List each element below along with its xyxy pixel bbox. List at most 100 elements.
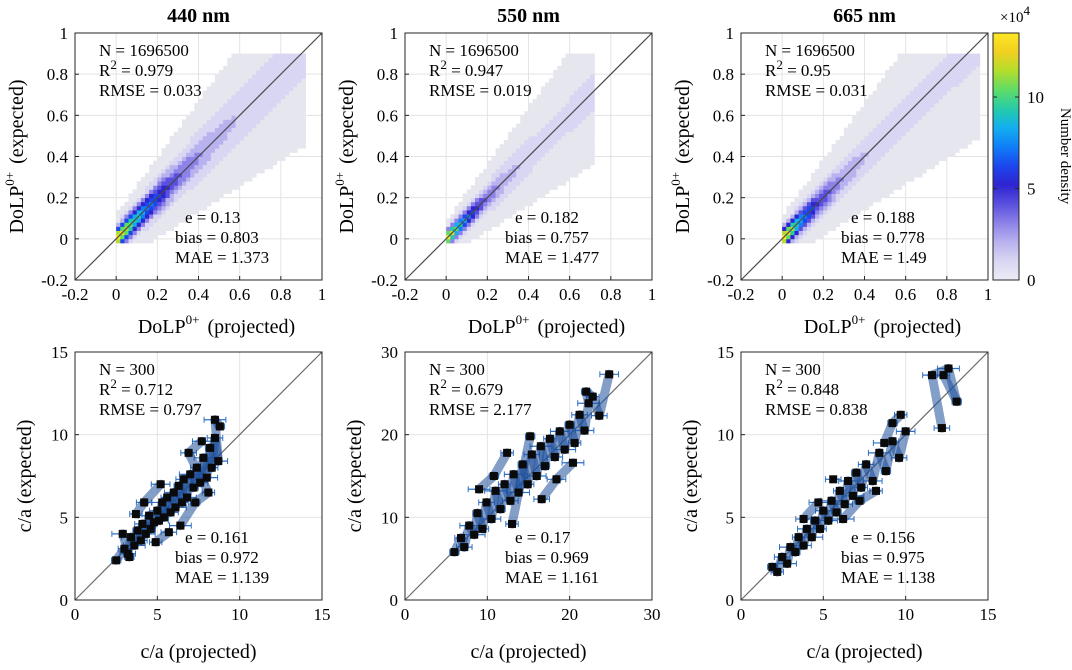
x-axis-label: DoLP0+ (projected) xyxy=(138,312,295,338)
density-cell xyxy=(913,131,919,137)
density-cell xyxy=(582,144,587,149)
density-cell xyxy=(557,94,562,100)
density-cell xyxy=(153,226,158,231)
density-cell xyxy=(569,131,575,137)
density-cell xyxy=(926,74,931,79)
density-cell xyxy=(926,98,931,104)
density-cell xyxy=(810,193,816,199)
density-cell xyxy=(483,185,488,190)
density-cell xyxy=(582,115,587,120)
density-cell xyxy=(173,140,179,145)
density-cell xyxy=(934,53,939,59)
data-point xyxy=(794,533,803,542)
density-cell xyxy=(289,86,294,92)
density-cell xyxy=(889,135,894,141)
density-cell xyxy=(231,107,236,112)
density-cell xyxy=(144,214,150,219)
y-tick-label: 0.8 xyxy=(713,65,734,84)
density-cell xyxy=(553,111,558,116)
density-cell xyxy=(901,53,907,59)
density-cell xyxy=(503,185,509,190)
density-cell xyxy=(553,78,558,83)
density-cell xyxy=(955,94,960,100)
density-cell xyxy=(950,111,956,116)
density-cell xyxy=(905,172,911,178)
density-cell xyxy=(786,205,791,211)
density-cell xyxy=(214,86,220,92)
density-cell xyxy=(243,61,249,67)
density-cell xyxy=(470,234,476,240)
density-cell xyxy=(487,177,492,182)
density-cell xyxy=(532,111,538,116)
density-cell xyxy=(487,218,492,223)
density-cell xyxy=(905,123,911,129)
density-cell xyxy=(553,168,558,174)
density-cell xyxy=(264,57,269,63)
density-cell xyxy=(848,201,853,207)
density-cell xyxy=(454,210,459,215)
density-cell xyxy=(946,82,952,87)
density-cell xyxy=(194,107,199,112)
density-cell xyxy=(926,148,931,153)
density-cell xyxy=(487,181,492,186)
density-cell xyxy=(934,115,939,120)
density-cell xyxy=(144,226,150,231)
density-cell xyxy=(880,107,886,112)
density-cell xyxy=(173,168,179,174)
density-cell xyxy=(144,189,150,194)
density-cell xyxy=(905,127,911,133)
density-cell xyxy=(219,86,224,92)
density-cell xyxy=(219,119,224,124)
density-cell xyxy=(934,94,939,100)
density-cell xyxy=(586,74,591,79)
density-cell xyxy=(827,185,832,190)
density-cell xyxy=(231,172,236,178)
density-cell xyxy=(901,90,907,96)
density-cell xyxy=(590,74,595,79)
density-cell xyxy=(868,152,874,157)
density-cell xyxy=(136,185,142,190)
density-cell xyxy=(239,156,245,162)
density-cell xyxy=(520,201,525,207)
density-cell xyxy=(918,111,923,116)
density-cell xyxy=(503,205,509,211)
density-cell xyxy=(959,123,964,129)
density-cell xyxy=(450,214,455,219)
density-cell xyxy=(893,148,898,153)
density-cell xyxy=(524,160,529,166)
density-cell xyxy=(802,222,808,227)
density-cell xyxy=(235,185,241,190)
density-cell xyxy=(198,185,204,190)
density-cell xyxy=(553,152,558,157)
data-point xyxy=(182,493,191,502)
density-cell xyxy=(959,94,964,100)
density-cell xyxy=(136,205,142,211)
density-cell xyxy=(544,86,550,92)
density-cell xyxy=(173,131,179,137)
density-cell xyxy=(536,181,542,186)
density-cell xyxy=(815,172,820,178)
density-cell xyxy=(930,82,935,87)
density-cell xyxy=(210,189,216,194)
density-cell xyxy=(918,90,923,96)
density-cell xyxy=(819,168,824,174)
density-cell xyxy=(876,111,882,116)
density-cell xyxy=(955,65,960,71)
y-tick-label: 0 xyxy=(60,230,69,249)
density-cell xyxy=(905,98,911,104)
density-cell xyxy=(868,185,874,190)
density-cell xyxy=(210,131,216,137)
density-cell xyxy=(272,160,278,166)
density-cell xyxy=(140,177,146,182)
density-cell xyxy=(810,226,816,231)
density-cell xyxy=(843,148,849,153)
density-cell xyxy=(120,205,125,211)
density-cell xyxy=(909,177,915,182)
density-cell xyxy=(942,135,948,141)
density-cell xyxy=(536,189,542,194)
density-cell xyxy=(239,160,245,166)
density-cell xyxy=(532,177,538,182)
density-cell xyxy=(918,94,923,100)
density-cell xyxy=(256,107,261,112)
density-cell xyxy=(264,164,269,170)
